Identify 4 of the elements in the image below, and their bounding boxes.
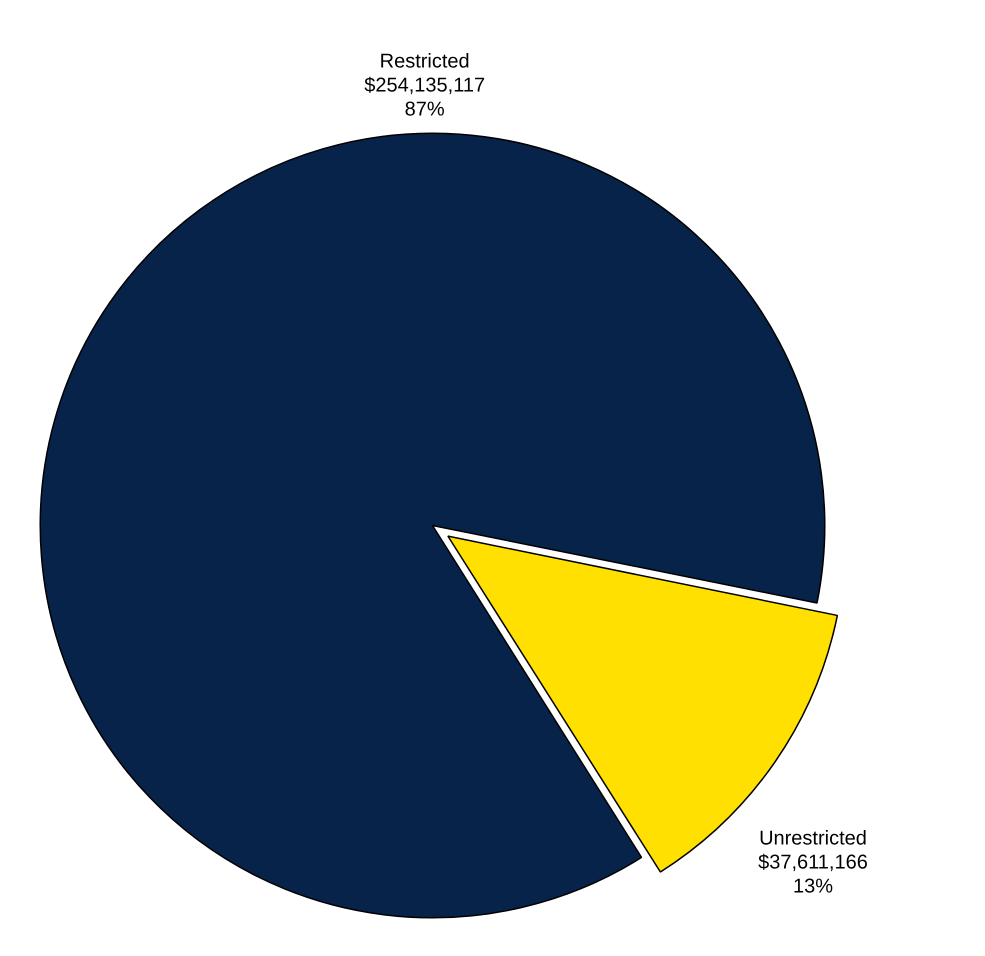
slice-label: Restricted xyxy=(380,50,470,73)
data-label: $254,135,117 87% xyxy=(364,74,486,121)
data-label: $37,611,166 13% xyxy=(758,851,868,898)
slice-label: Unrestricted xyxy=(759,827,867,850)
